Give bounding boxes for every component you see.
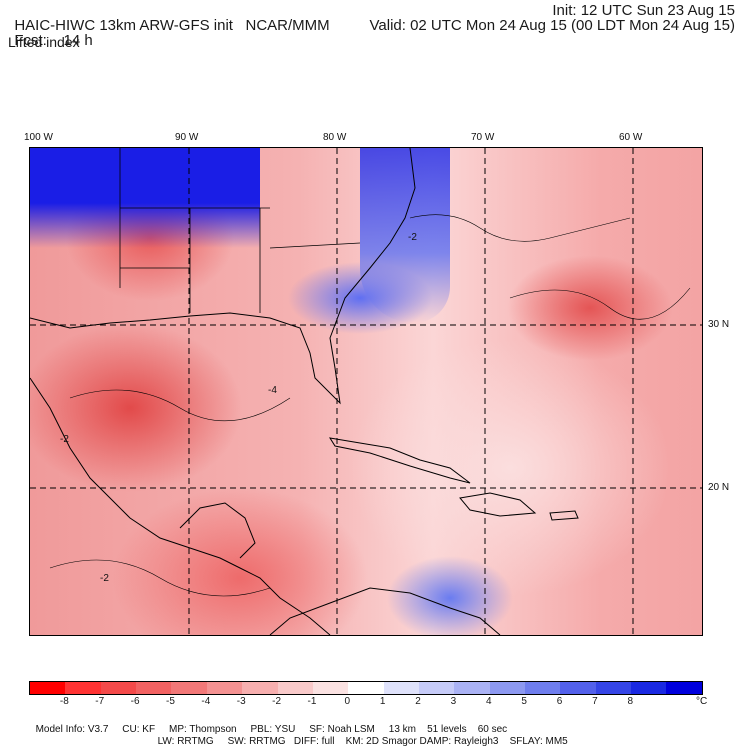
lifted-index-map: -2 -4 -2 -2: [29, 147, 703, 636]
colorbar-cell: [595, 682, 632, 694]
lat-label-20n: 20 N: [708, 482, 730, 493]
colorbar-cell: [454, 682, 490, 694]
colorbar-cell: [489, 682, 526, 694]
model-title: HAIC-HIWC 13km ARW-GFS init NCAR/MMM: [14, 17, 330, 34]
colorbar-tick-label: -6: [130, 696, 140, 707]
colorbar-tick-label: 4: [486, 696, 492, 707]
model-info-line2: LW: RRTMG SW: RRTMG DIFF: full KM: 2D Sm…: [157, 736, 568, 747]
puerto-rico-coastline: [549, 510, 579, 521]
colorbar-tick-label: 8: [627, 696, 634, 707]
colorbar-cell: [418, 682, 455, 694]
colorbar-cell: [171, 682, 207, 694]
init-time: Init: 12 UTC Sun 23 Aug 15: [552, 2, 735, 19]
state-borders: [119, 148, 361, 313]
gulf-coastline: [30, 148, 416, 405]
lon-label-70w: 70 W: [471, 132, 495, 143]
colorbar-cell: [631, 682, 667, 694]
lat-label-30n: 30 N: [708, 319, 730, 330]
colorbar-cell: [666, 682, 702, 694]
colorbar-tick-label: 0: [344, 696, 351, 707]
contour-label: -2: [60, 434, 69, 445]
colorbar-cell: [348, 682, 384, 694]
colorbar-tick-label: -2: [272, 696, 282, 707]
colorbar-tick-label: -3: [236, 696, 246, 707]
forecast-hour: Fcst: 14 h: [14, 32, 93, 49]
colorbar-tick-label: 1: [379, 696, 386, 707]
colorbar-cell: [65, 682, 101, 694]
contour-line: [509, 287, 691, 320]
colorbar-tick-label: 3: [450, 696, 457, 707]
south-america-coast: [269, 587, 501, 635]
contour-line: [409, 214, 631, 242]
field-name: Lifted index: [8, 34, 80, 50]
colorbar-cell: [277, 682, 313, 694]
colorbar-cell: [30, 682, 66, 694]
stable-region-north: [30, 148, 260, 248]
contour-label: -2: [100, 573, 109, 584]
contour-line: [49, 559, 271, 597]
colorbar-tick-label: 6: [556, 696, 563, 707]
colorbar-tick-label: 5: [521, 696, 527, 707]
yucatan-coastline: [179, 502, 256, 559]
contour-label: -4: [268, 385, 277, 396]
lon-label-80w: 80 W: [323, 132, 347, 143]
colorbar-cell: [560, 682, 596, 694]
lon-label-60w: 60 W: [619, 132, 643, 143]
contour-line: [69, 389, 291, 422]
colorbar-cell: [136, 682, 172, 694]
colorbar-tick-label: 2: [415, 696, 421, 707]
colorbar-cell: [100, 682, 137, 694]
colorbar-cell: [525, 682, 561, 694]
lon-label-100w: 100 W: [24, 132, 53, 143]
cuba-coastline: [328, 437, 471, 484]
colorbar-tick-label: -8: [59, 696, 69, 707]
hispaniola-coastline: [459, 492, 537, 517]
colorbar-tick-label: -5: [166, 696, 175, 707]
colorbar-unit: °C: [696, 696, 708, 707]
map-overlay: [30, 148, 702, 635]
model-info-line1: Model Info: V3.7 CU: KF MP: Thompson PBL…: [35, 724, 508, 735]
colorbar-cell: [312, 682, 349, 694]
mexico-coastline: [30, 377, 331, 635]
valid-time: Valid: 02 UTC Mon 24 Aug 15 (00 LDT Mon …: [369, 17, 736, 34]
colorbar-cell: [242, 682, 278, 694]
colorbar: [29, 681, 703, 695]
colorbar-tick-label: -7: [95, 696, 105, 707]
contour-label: -2: [408, 232, 417, 243]
colorbar-tick-label: -4: [201, 696, 211, 707]
colorbar-cell: [383, 682, 419, 694]
colorbar-cell: [206, 682, 243, 694]
colorbar-tick-label: 7: [592, 696, 598, 707]
stable-region-coast: [360, 148, 450, 323]
lon-label-90w: 90 W: [175, 132, 199, 143]
colorbar-tick-label: -1: [307, 696, 317, 707]
